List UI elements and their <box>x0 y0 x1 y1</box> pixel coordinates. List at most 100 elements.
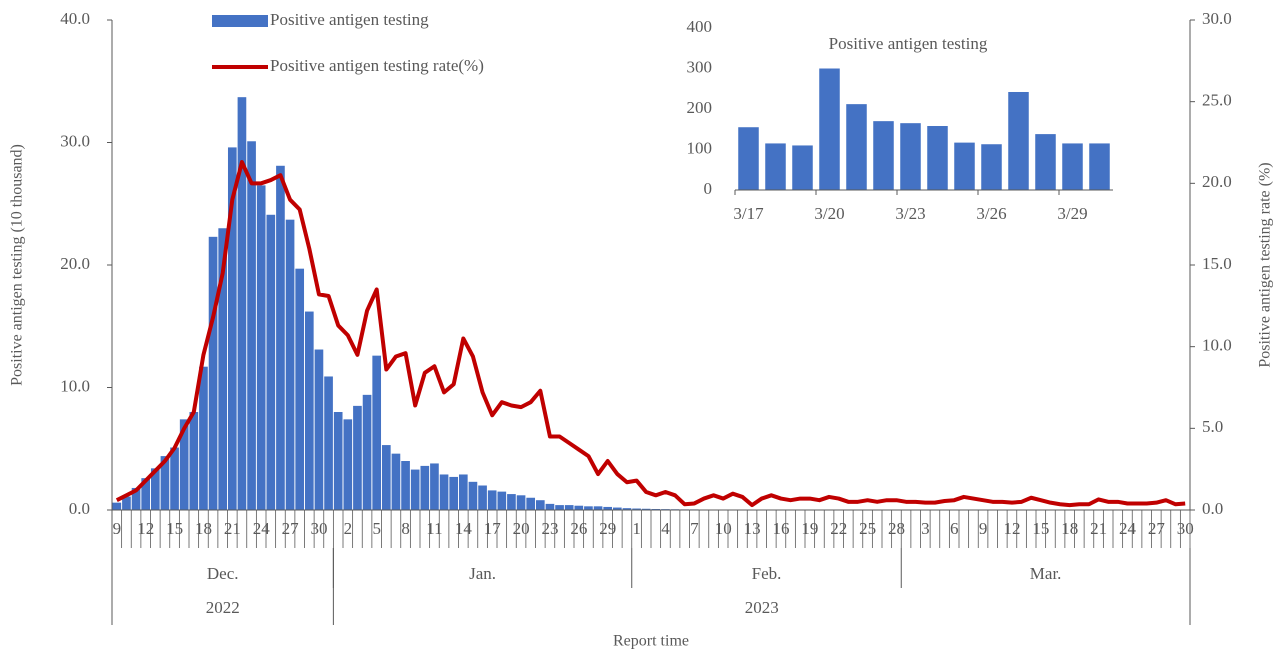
x-tick-label: 12 <box>1003 519 1020 538</box>
bar <box>641 508 651 510</box>
month-label: Jan. <box>469 564 496 583</box>
bar <box>1008 91 1029 190</box>
x-tick-label: 26 <box>570 519 587 538</box>
y-axis-label: Positive antigen testing (10 thousand) <box>9 144 26 386</box>
bar <box>372 355 382 510</box>
bar <box>765 143 786 190</box>
bar <box>324 376 333 510</box>
x-tick-label: 22 <box>830 519 847 538</box>
bar <box>333 412 343 510</box>
year-label: 2022 <box>206 598 240 617</box>
bar <box>179 419 189 510</box>
x-axis-label: Report time <box>613 633 689 650</box>
x-tick-label: 6 <box>950 519 959 538</box>
bar <box>622 508 632 510</box>
y-tick-label: 20.0 <box>60 254 90 273</box>
y2-tick-label: 20.0 <box>1202 172 1232 191</box>
bar <box>564 505 574 510</box>
x-tick-label: 15 <box>166 519 183 538</box>
x-tick-label: 3/29 <box>1057 204 1087 223</box>
bar <box>516 495 526 510</box>
bar <box>497 491 507 510</box>
x-tick-label: 9 <box>113 519 122 538</box>
year-label: 2023 <box>745 598 779 617</box>
bar <box>420 465 430 510</box>
bar <box>738 127 759 190</box>
bar <box>458 474 468 510</box>
x-tick-label: 11 <box>426 519 442 538</box>
bar <box>122 496 131 510</box>
bar <box>295 268 305 510</box>
bar <box>574 505 584 510</box>
bar <box>208 236 218 510</box>
x-tick-label: 3 <box>921 519 930 538</box>
x-tick-label: 15 <box>1032 519 1049 538</box>
bar <box>160 456 170 510</box>
x-tick-label: 14 <box>455 519 473 538</box>
bar <box>1062 143 1083 190</box>
bar <box>141 478 151 510</box>
bar <box>189 412 199 510</box>
inset-title: Positive antigen testing <box>829 34 988 53</box>
x-tick-label: 7 <box>690 519 699 538</box>
x-tick-label: 27 <box>1148 519 1166 538</box>
bar <box>439 474 449 510</box>
x-tick-label: 3/23 <box>895 204 925 223</box>
bar <box>343 419 353 510</box>
bar <box>314 349 324 510</box>
bar <box>131 487 141 510</box>
y-tick-label: 0.0 <box>69 499 90 518</box>
x-tick-label: 30 <box>310 519 327 538</box>
bar <box>526 497 536 510</box>
x-tick-label: 3/26 <box>976 204 1006 223</box>
x-tick-label: 10 <box>715 519 732 538</box>
y-tick-label: 300 <box>687 57 713 76</box>
line <box>115 160 1186 508</box>
bar <box>584 506 593 510</box>
x-tick-label: 20 <box>513 519 530 538</box>
bar <box>410 469 420 510</box>
bar <box>612 507 622 510</box>
x-tick-label: 21 <box>1090 519 1107 538</box>
bar <box>285 219 295 511</box>
y2-tick-label: 5.0 <box>1202 417 1223 436</box>
bar <box>276 165 285 510</box>
x-tick-label: 1 <box>632 519 641 538</box>
bar <box>237 97 247 511</box>
x-tick-label: 3/20 <box>814 204 844 223</box>
x-tick-label: 4 <box>661 519 670 538</box>
y-tick-label: 400 <box>687 17 713 36</box>
x-tick-label: 30 <box>1177 519 1194 538</box>
y2-tick-label: 15.0 <box>1202 254 1232 273</box>
bar <box>487 490 497 510</box>
x-tick-label: 13 <box>744 519 761 538</box>
x-tick-label: 16 <box>772 519 789 538</box>
month-label: Dec. <box>207 564 239 583</box>
bar <box>981 144 1002 190</box>
x-tick-label: 18 <box>195 519 212 538</box>
x-tick-label: 24 <box>1119 519 1137 538</box>
legend-swatch <box>212 15 268 27</box>
x-tick-label: 25 <box>859 519 876 538</box>
bar <box>266 214 276 510</box>
bar <box>353 405 362 510</box>
x-tick-label: 5 <box>372 519 381 538</box>
x-tick-label: 23 <box>541 519 558 538</box>
y2-axis-label: Positive antigen testing rate (%) <box>1257 162 1274 367</box>
y-tick-label: 200 <box>687 98 713 117</box>
bar <box>112 502 122 510</box>
legend-label: Positive antigen testing rate(%) <box>270 56 484 75</box>
x-tick-label: 19 <box>801 519 818 538</box>
y-tick-label: 0 <box>704 179 713 198</box>
y-tick-label: 10.0 <box>60 376 90 395</box>
bar <box>401 461 410 510</box>
x-tick-label: 28 <box>888 519 905 538</box>
x-tick-label: 18 <box>1061 519 1078 538</box>
bar <box>792 145 813 190</box>
bar <box>218 228 228 510</box>
x-tick-label: 12 <box>137 519 154 538</box>
bar <box>555 505 564 510</box>
x-tick-label: 8 <box>401 519 410 538</box>
bar <box>391 453 401 510</box>
